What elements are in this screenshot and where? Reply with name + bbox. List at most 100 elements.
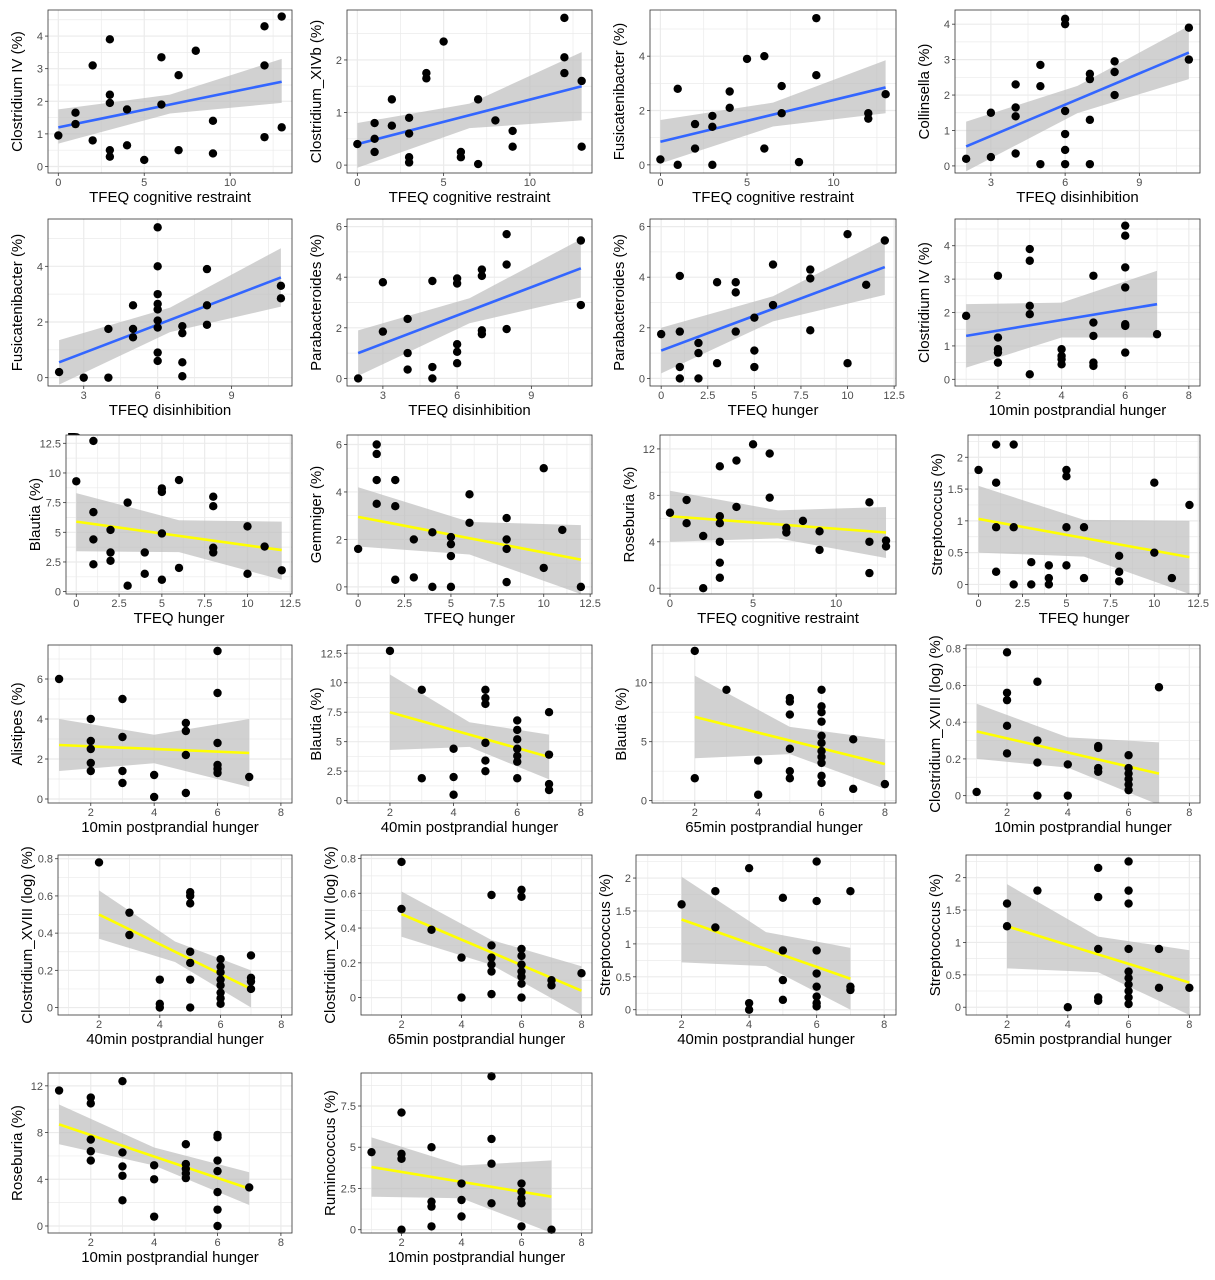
- data-point: [372, 449, 381, 459]
- data-point: [798, 516, 808, 526]
- data-point: [849, 784, 858, 794]
- data-point: [209, 548, 218, 557]
- x-tick-label: 10: [224, 177, 236, 189]
- data-point: [367, 1147, 376, 1157]
- data-point: [243, 522, 252, 531]
- data-point: [744, 1005, 754, 1014]
- data-point: [715, 573, 725, 582]
- data-point: [812, 13, 821, 23]
- plot-border: [965, 854, 1201, 1016]
- data-point: [86, 1093, 95, 1102]
- data-point: [105, 98, 115, 108]
- scatter-panel-1: 0 5 10 0 1 2 3 4 TFEQ cognitive restraint Clostri…: [9, 9, 293, 206]
- x-axis-label: 40min postprandial hunger: [86, 1031, 264, 1048]
- data-point: [174, 563, 184, 573]
- data-point: [277, 566, 286, 575]
- data-point: [1062, 465, 1071, 475]
- data-point: [1154, 944, 1164, 954]
- data-point: [397, 1108, 406, 1117]
- x-tick-label: 0: [73, 598, 79, 610]
- data-point: [452, 279, 462, 288]
- data-point: [481, 685, 490, 695]
- data-point: [243, 569, 252, 579]
- y-tick-label: 0: [639, 160, 645, 172]
- y-axis-label: Fusicatenibacter (%): [9, 234, 26, 372]
- data-point: [725, 87, 734, 96]
- data-point: [777, 109, 786, 118]
- x-tick-label: 2: [96, 1019, 102, 1031]
- data-point: [118, 694, 127, 704]
- data-point: [1060, 145, 1070, 155]
- data-point: [812, 946, 821, 955]
- data-point: [768, 260, 778, 269]
- plot-border: [659, 434, 897, 595]
- y-tick-label: 3: [944, 55, 950, 67]
- data-point: [477, 265, 487, 274]
- y-tick-label: 0: [641, 796, 647, 808]
- data-point: [849, 735, 858, 744]
- x-axis-label: TFEQ disinhibition: [109, 402, 232, 419]
- data-point: [708, 160, 717, 170]
- data-point: [1121, 283, 1130, 292]
- data-point: [86, 736, 95, 746]
- data-point: [157, 53, 166, 62]
- data-point: [760, 144, 769, 153]
- data-point: [417, 685, 426, 695]
- data-point: [675, 374, 685, 383]
- data-point: [1011, 149, 1020, 158]
- data-point: [213, 1133, 222, 1142]
- data-point: [577, 142, 586, 151]
- data-point: [513, 774, 522, 783]
- data-point: [86, 1147, 95, 1156]
- y-axis-label: Roseburia (%): [621, 467, 638, 563]
- data-point: [744, 998, 754, 1008]
- data-point: [1114, 577, 1124, 586]
- x-tick-label: 2: [398, 1019, 404, 1031]
- y-tick-label: 4: [37, 1174, 43, 1186]
- data-point: [715, 519, 725, 528]
- regression-line: [357, 84, 582, 146]
- data-point: [986, 152, 996, 162]
- data-point: [1025, 244, 1034, 254]
- data-point: [427, 1202, 436, 1211]
- data-point: [106, 556, 115, 565]
- data-point: [104, 324, 113, 334]
- data-point: [106, 548, 115, 557]
- x-tick-label: 2.5: [700, 390, 715, 402]
- data-point: [427, 1222, 436, 1231]
- data-point: [712, 278, 722, 287]
- y-tick-label: 0.2: [946, 754, 961, 766]
- data-point: [487, 941, 496, 950]
- data-point: [276, 294, 286, 303]
- data-point: [817, 731, 826, 740]
- data-point: [409, 573, 419, 582]
- x-tick-label: 8: [278, 1019, 284, 1031]
- data-point: [1093, 743, 1103, 753]
- x-tick-label: 3: [380, 390, 386, 402]
- y-tick-label: 2: [944, 90, 950, 102]
- y-tick-label: 10: [635, 678, 647, 690]
- scatter-panel-7: 0 2.5 5 7.5 10 12.5 0 2 4 6 TFEQ hunger Parabactero…: [611, 218, 905, 419]
- data-point: [118, 1162, 127, 1171]
- data-point: [690, 774, 699, 783]
- x-tick-label: 4: [1065, 807, 1071, 819]
- x-axis-label: 10min postprandial hunger: [989, 402, 1167, 419]
- y-tick-label: 2.5: [341, 1183, 356, 1195]
- data-point: [675, 271, 685, 281]
- data-point: [1185, 500, 1194, 510]
- data-point: [817, 708, 826, 717]
- data-point: [487, 1159, 496, 1168]
- x-tick-label: 0: [354, 177, 360, 189]
- data-point: [544, 750, 554, 759]
- data-point: [1089, 361, 1098, 371]
- confidence-band: [978, 485, 1190, 594]
- data-point: [517, 979, 526, 988]
- y-tick-label: 0.6: [341, 888, 356, 900]
- data-point: [812, 896, 821, 906]
- x-tick-label: 6: [1126, 807, 1132, 819]
- x-tick-label: 5: [441, 177, 447, 189]
- data-point: [105, 90, 115, 99]
- x-axis-label: 65min postprandial hunger: [685, 819, 863, 836]
- x-tick-label: 8: [578, 807, 584, 819]
